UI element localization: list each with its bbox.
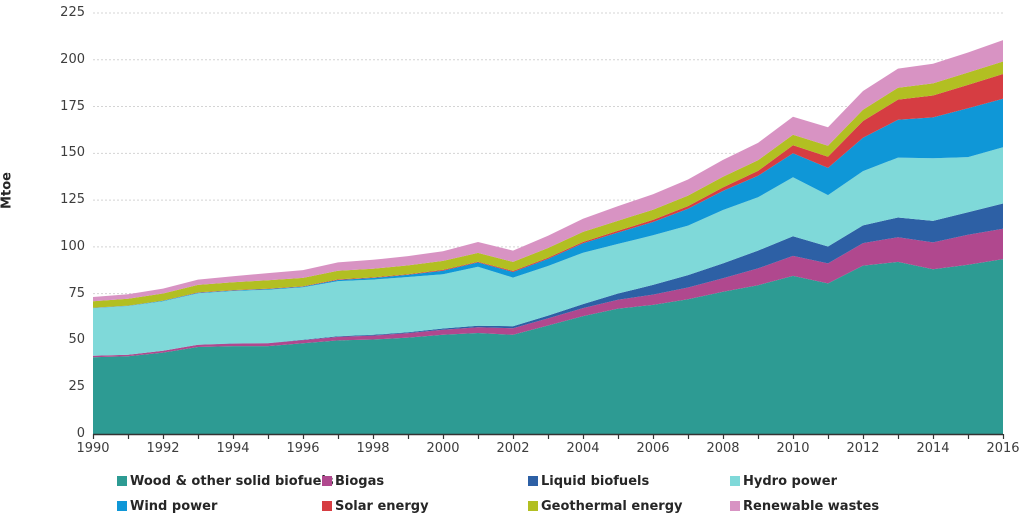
area-biogas bbox=[93, 228, 1003, 358]
legend-label: Wind power bbox=[130, 498, 218, 514]
legend-label: Solar energy bbox=[335, 498, 429, 514]
legend-swatch-icon bbox=[528, 501, 538, 511]
x-tick-label: 1992 bbox=[146, 441, 180, 456]
y-tick-label: 0 bbox=[76, 426, 85, 441]
x-tick-label: 2010 bbox=[776, 441, 810, 456]
x-tick-label: 1996 bbox=[286, 441, 320, 456]
y-tick-label: 200 bbox=[60, 51, 85, 67]
y-tick-label: 25 bbox=[68, 379, 85, 395]
x-tick-label: 2012 bbox=[846, 441, 880, 456]
legend-item-wood-other-solid-biofuels: Wood & other solid biofuels bbox=[117, 473, 334, 489]
legend-swatch-icon bbox=[730, 501, 740, 511]
x-tick-label: 2000 bbox=[426, 441, 460, 456]
x-tick-label: 2004 bbox=[566, 441, 600, 456]
legend-item-wind-power: Wind power bbox=[117, 498, 218, 514]
y-tick-label: 50 bbox=[68, 332, 85, 348]
legend-swatch-icon bbox=[117, 501, 127, 511]
legend-item-hydro-power: Hydro power bbox=[730, 473, 838, 489]
legend-label: Wood & other solid biofuels bbox=[130, 473, 334, 489]
x-tick-label: 2014 bbox=[916, 441, 950, 456]
y-tick-label: 225 bbox=[60, 5, 85, 20]
legend-swatch-icon bbox=[322, 476, 332, 486]
x-tick-label: 2002 bbox=[496, 441, 530, 456]
x-tick-label: 2006 bbox=[636, 441, 670, 456]
x-tick-label: 1994 bbox=[216, 441, 250, 456]
legend-swatch-icon bbox=[730, 476, 740, 486]
y-tick-label: 75 bbox=[68, 285, 85, 301]
area-hydro-power bbox=[93, 147, 1003, 356]
legend-label: Renewable wastes bbox=[743, 498, 880, 514]
legend-item-renewable-wastes: Renewable wastes bbox=[730, 498, 880, 514]
x-tick-label: 2016 bbox=[986, 441, 1020, 456]
area-wood-other-solid-biofuels bbox=[93, 259, 1003, 434]
legend-item-geothermal-energy: Geothermal energy bbox=[528, 498, 683, 514]
y-tick-label: 150 bbox=[60, 145, 85, 161]
legend-label: Geothermal energy bbox=[541, 498, 683, 514]
legend-swatch-icon bbox=[322, 501, 332, 511]
legend-item-biogas: Biogas bbox=[322, 473, 385, 489]
x-tick-label: 1998 bbox=[356, 441, 390, 456]
y-tick-label: 100 bbox=[60, 238, 85, 254]
legend-item-solar-energy: Solar energy bbox=[322, 498, 429, 514]
area-wind-power bbox=[93, 98, 1003, 309]
legend-swatch-icon bbox=[528, 476, 538, 486]
legend-label: Liquid biofuels bbox=[541, 473, 650, 489]
y-tick-label: 175 bbox=[60, 98, 85, 114]
area-geothermal-energy bbox=[93, 61, 1003, 308]
x-tick-label: 1990 bbox=[76, 441, 110, 456]
legend-item-liquid-biofuels: Liquid biofuels bbox=[528, 473, 650, 489]
x-tick-label: 2008 bbox=[706, 441, 740, 456]
y-tick-label: 125 bbox=[60, 192, 85, 208]
legend-label: Hydro power bbox=[743, 473, 838, 489]
legend-swatch-icon bbox=[117, 476, 127, 486]
legend-label: Biogas bbox=[335, 473, 385, 489]
